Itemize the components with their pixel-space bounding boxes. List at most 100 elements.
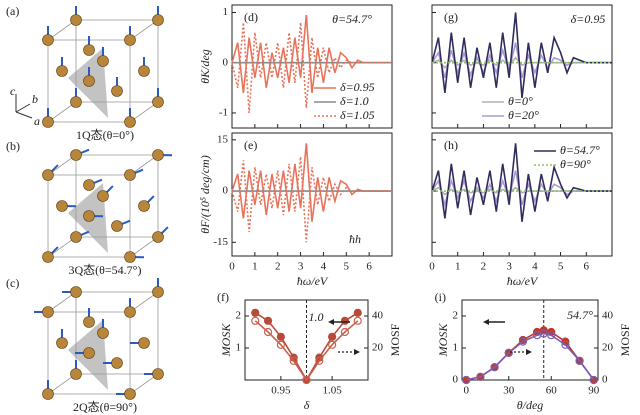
atom — [138, 337, 150, 349]
atom — [152, 286, 164, 298]
atom — [83, 316, 95, 328]
y-tick-label: 0 — [223, 56, 229, 68]
data-point — [263, 316, 273, 325]
series-line — [431, 42, 612, 79]
annotation: 1.0 — [309, 310, 324, 324]
x-axis-label: ħω/eV — [507, 274, 539, 288]
x-tick-label: 6 — [584, 261, 590, 273]
atom — [152, 231, 164, 243]
arrow-head — [354, 349, 360, 355]
atom — [83, 75, 95, 87]
data-point — [328, 340, 337, 349]
axis-arrow — [15, 103, 31, 113]
atom — [152, 149, 164, 161]
atom — [124, 306, 136, 318]
x-tick-label: 6 — [366, 261, 372, 273]
panel-label: (h) — [444, 138, 458, 152]
plot-frame — [431, 4, 613, 129]
panel-label: (e) — [244, 138, 257, 152]
atom — [42, 34, 54, 46]
atom — [83, 179, 95, 191]
panel-label: (a) — [6, 4, 19, 18]
atom — [152, 96, 164, 108]
atom — [70, 231, 82, 243]
annotation: δ=0.95 — [571, 12, 606, 26]
atom — [111, 357, 123, 369]
atom — [42, 169, 54, 181]
panel-label: (c) — [6, 276, 19, 290]
series-line — [231, 143, 392, 222]
data-point — [276, 340, 285, 349]
atom — [70, 368, 82, 380]
atom — [56, 200, 68, 212]
x-tick-label: 1.05 — [323, 385, 343, 397]
x-tick-label: 2 — [275, 261, 281, 273]
atom — [70, 14, 82, 26]
series-line — [231, 156, 392, 243]
plot-frame — [231, 4, 393, 129]
series-line — [231, 22, 392, 113]
atom — [111, 220, 123, 232]
data-point — [251, 308, 260, 317]
series-line — [466, 332, 595, 381]
annotation: ħh — [349, 232, 361, 246]
data-point — [251, 316, 260, 325]
data-point — [263, 327, 273, 337]
data-point — [476, 372, 485, 381]
data-point — [276, 332, 285, 341]
data-point — [289, 356, 298, 365]
panel-label: (d) — [244, 10, 258, 24]
atom — [70, 286, 82, 298]
structure-caption: 2Q态(θ=90°) — [73, 400, 137, 414]
x-tick-label: 0 — [464, 385, 470, 397]
x-tick-label: 5 — [558, 261, 564, 273]
arrow-head — [328, 319, 334, 325]
series-line — [431, 12, 612, 98]
legend-label: δ=1.05 — [340, 108, 375, 122]
legend-label: θ=54.7° — [560, 143, 600, 157]
series-line — [431, 143, 612, 222]
data-point — [490, 363, 499, 372]
y-tick-label: 2 — [453, 310, 459, 322]
x-tick-label: 0.95 — [271, 385, 291, 397]
atom — [97, 327, 109, 339]
plot-frame — [461, 299, 599, 381]
panel-label: (f) — [217, 290, 229, 304]
x-tick-label: 0 — [229, 261, 235, 273]
plot-frame — [231, 132, 393, 257]
y2-tick-label: 40 — [372, 310, 384, 322]
x-tick-label: 4 — [532, 261, 538, 273]
data-point — [589, 375, 598, 385]
legend-label: θ=0° — [508, 94, 533, 108]
x-axis-label: δ — [304, 398, 310, 412]
structure-caption: 1Q态(θ=0°) — [76, 128, 134, 142]
y-tick-label: 0 — [453, 374, 459, 386]
x-tick-label: 2 — [481, 261, 487, 273]
atom — [124, 34, 136, 46]
axis-name: b — [32, 92, 38, 106]
y2-axis-label: MOSF — [618, 323, 632, 356]
atom — [138, 65, 150, 77]
atom — [83, 347, 95, 359]
x-tick-label: 3 — [298, 261, 304, 273]
x-axis-label: θ/deg — [517, 398, 544, 412]
data-point — [340, 327, 350, 337]
legend-label: δ=1.0 — [340, 94, 369, 108]
y-tick-label: 1 — [453, 342, 459, 354]
y2-tick-label: 40 — [602, 310, 614, 322]
data-point — [353, 308, 362, 317]
atom — [42, 388, 54, 400]
y-tick-label: 2 — [236, 310, 242, 322]
atom — [56, 65, 68, 77]
atom — [56, 337, 68, 349]
data-point — [518, 337, 528, 346]
axis-name: a — [34, 114, 40, 128]
y-tick-label: 1 — [236, 342, 242, 354]
atom — [152, 14, 164, 26]
y2-tick-label: 20 — [602, 342, 614, 354]
atom — [97, 55, 109, 67]
atom — [70, 149, 82, 161]
atom — [124, 169, 136, 181]
panel-label: (b) — [6, 139, 20, 153]
